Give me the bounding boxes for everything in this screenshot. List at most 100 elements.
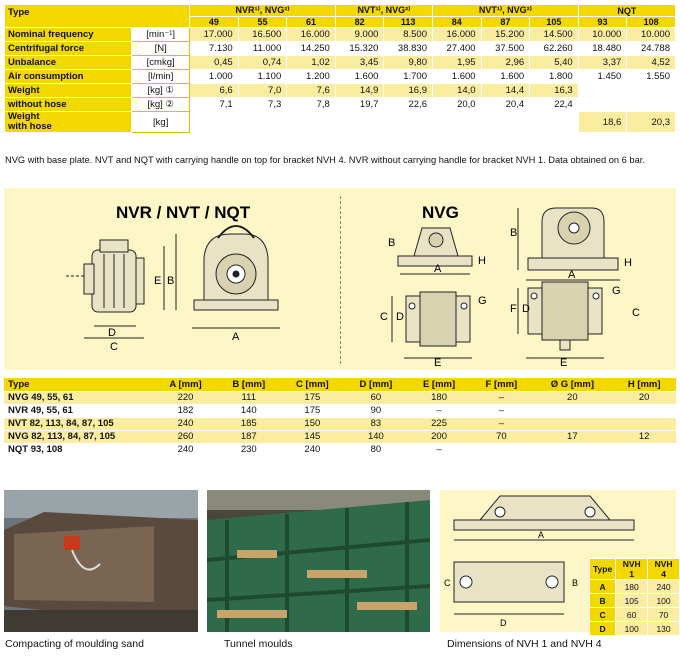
nvg-plan-2 bbox=[517, 281, 604, 359]
photo-tunnel-moulds-image bbox=[207, 490, 430, 632]
dims-header-cell: H [mm] bbox=[612, 378, 676, 392]
nvh-table: Type NVH 1 NVH 4 A 180 240 B 105 100 C 60 70 D 100… bbox=[588, 558, 680, 636]
spec-row-unit: [kg] ② bbox=[131, 97, 191, 112]
spec-cell: 1.450 bbox=[577, 69, 628, 84]
nvg-label-a1: A bbox=[434, 263, 442, 275]
dims-cell: 20 bbox=[532, 391, 613, 405]
dim-label-d: D bbox=[108, 327, 116, 339]
spec-group-nvt-2: NVT¹⁾, NVG²⁾ bbox=[431, 4, 579, 17]
nvh-value-cell: 180 bbox=[615, 579, 649, 594]
dims-cell bbox=[612, 443, 676, 457]
dims-header-cell: E [mm] bbox=[407, 378, 471, 392]
spec-cell bbox=[577, 83, 628, 98]
nvh-header-row: Type NVH 1 NVH 4 bbox=[588, 558, 680, 580]
photo-moulding-sand bbox=[4, 490, 198, 632]
spec-cell: 7.130 bbox=[189, 41, 239, 56]
spec-cell: 1,95 bbox=[431, 55, 482, 70]
spec-cell: 18,6 bbox=[577, 111, 628, 133]
nvh-header-cell: NVH 4 bbox=[647, 558, 680, 580]
spec-cell: 1.600 bbox=[480, 69, 531, 84]
dims-header-cell: C [mm] bbox=[280, 378, 345, 392]
technical-drawings: NVR / NVT / NQT NVG D C bbox=[4, 188, 676, 370]
spec-cell: 18.480 bbox=[577, 41, 628, 56]
spec-cell: 19,7 bbox=[334, 97, 385, 112]
spec-cell: 0,45 bbox=[189, 55, 239, 70]
nvh-row: D 100 130 bbox=[588, 621, 680, 636]
spec-group-nqt: NQT bbox=[577, 4, 677, 17]
drawing-divider bbox=[340, 196, 341, 364]
spec-cell: 14,9 bbox=[334, 83, 385, 98]
nvr-side-view bbox=[66, 239, 145, 339]
nvh-label-b: B bbox=[572, 578, 578, 588]
dims-header-cell: D [mm] bbox=[344, 378, 408, 392]
dims-row: NVG 49, 55, 61 220 111 175 60 180–20 20 bbox=[4, 391, 676, 405]
dims-cell: 182 bbox=[154, 404, 217, 418]
left-drawing-title: NVR / NVT / NQT bbox=[116, 203, 251, 222]
nvg-label-d: D bbox=[396, 311, 404, 323]
dims-cell: 12 bbox=[612, 430, 676, 444]
dims-cell: 111 bbox=[217, 391, 281, 405]
dims-cell: 260 bbox=[154, 430, 217, 444]
dims-type-cell: NVT 82, 113, 84, 87, 105 bbox=[4, 417, 154, 431]
spec-cell: 5,40 bbox=[529, 55, 579, 70]
dims-row: NVG 82, 113, 84, 87, 105 260 187 145 140 200 7… bbox=[4, 430, 676, 444]
model-header: 82 bbox=[334, 16, 385, 28]
spec-cell bbox=[626, 83, 676, 98]
nvh-value-cell: 60 bbox=[615, 607, 649, 622]
nvg-view-2 bbox=[517, 207, 620, 281]
spec-group-nvr: NVR¹⁾, NVG²⁾ bbox=[189, 4, 336, 17]
spec-cell: 17.000 bbox=[189, 27, 239, 42]
dims-cell: – bbox=[407, 443, 471, 457]
nvg-label-a2: A bbox=[568, 269, 576, 281]
nvh-key-cell: B bbox=[588, 593, 617, 608]
spec-cell: 10.000 bbox=[626, 27, 676, 42]
spec-row-label: Weight bbox=[3, 83, 133, 98]
dims-cell: 90 bbox=[344, 404, 408, 418]
spec-cell: 7,1 bbox=[189, 97, 239, 112]
nvh-label-c: C bbox=[444, 578, 451, 588]
dims-header-cell: F [mm] bbox=[470, 378, 533, 392]
dims-header-cell: Ø G [mm] bbox=[532, 378, 613, 392]
dims-cell bbox=[470, 443, 533, 457]
spec-cell: 27.400 bbox=[431, 41, 482, 56]
spec-type-header: Type bbox=[3, 4, 191, 28]
spec-row: without hose [kg] ② 7,1 7,3 7,8 19,7 22,6 20,0 2… bbox=[3, 97, 676, 112]
spec-cell: 6,6 bbox=[189, 83, 239, 98]
spec-cell bbox=[529, 111, 579, 133]
spec-cell: 14.250 bbox=[286, 41, 336, 56]
nvg-label-f: F bbox=[510, 303, 517, 315]
dims-cell: 200 bbox=[407, 430, 471, 444]
dims-cell: 145 bbox=[280, 430, 345, 444]
spec-cell: 22,4 bbox=[529, 97, 579, 112]
nvh-value-cell: 130 bbox=[647, 621, 680, 636]
nvg-label-d2: D bbox=[522, 303, 530, 315]
dims-cell: 220 bbox=[154, 391, 217, 405]
spec-cell: 0,74 bbox=[237, 55, 288, 70]
dims-cell: 225 bbox=[407, 417, 471, 431]
spec-row: Centrifugal force [N] 7.130 11.000 14.250 15.… bbox=[3, 41, 676, 56]
nvh-key-cell: D bbox=[588, 621, 617, 636]
spec-row-label: Weight with hose bbox=[3, 111, 133, 133]
nvg-label-e2: E bbox=[560, 357, 567, 369]
dims-cell: 140 bbox=[344, 430, 408, 444]
spec-note: NVG with base plate. NVT and NQT with ca… bbox=[5, 155, 645, 165]
spec-row-label: Centrifugal force bbox=[3, 41, 133, 56]
dims-cell: 150 bbox=[280, 417, 345, 431]
spec-row: Nominal frequency [min⁻¹] 17.000 16.500 16.0… bbox=[3, 27, 676, 42]
spec-cell: 9,80 bbox=[383, 55, 433, 70]
spec-cell: 1.100 bbox=[237, 69, 288, 84]
nvh-label-a: A bbox=[538, 530, 544, 540]
spec-cell: 1.550 bbox=[626, 69, 676, 84]
spec-cell: 3,45 bbox=[334, 55, 385, 70]
spec-cell: 1.700 bbox=[383, 69, 433, 84]
dims-header-cell: B [mm] bbox=[217, 378, 281, 392]
nvg-label-g1: G bbox=[478, 295, 487, 307]
spec-row-unit: [l/min] bbox=[131, 69, 191, 84]
nvh-header-cell: NVH 1 bbox=[615, 558, 649, 580]
spec-cell: 11.000 bbox=[237, 41, 288, 56]
spec-cell: 14,0 bbox=[431, 83, 482, 98]
nvg-view-1 bbox=[397, 227, 473, 275]
spec-row-unit: [N] bbox=[131, 41, 191, 56]
dims-cell: 240 bbox=[154, 443, 217, 457]
model-header: 84 bbox=[431, 16, 482, 28]
